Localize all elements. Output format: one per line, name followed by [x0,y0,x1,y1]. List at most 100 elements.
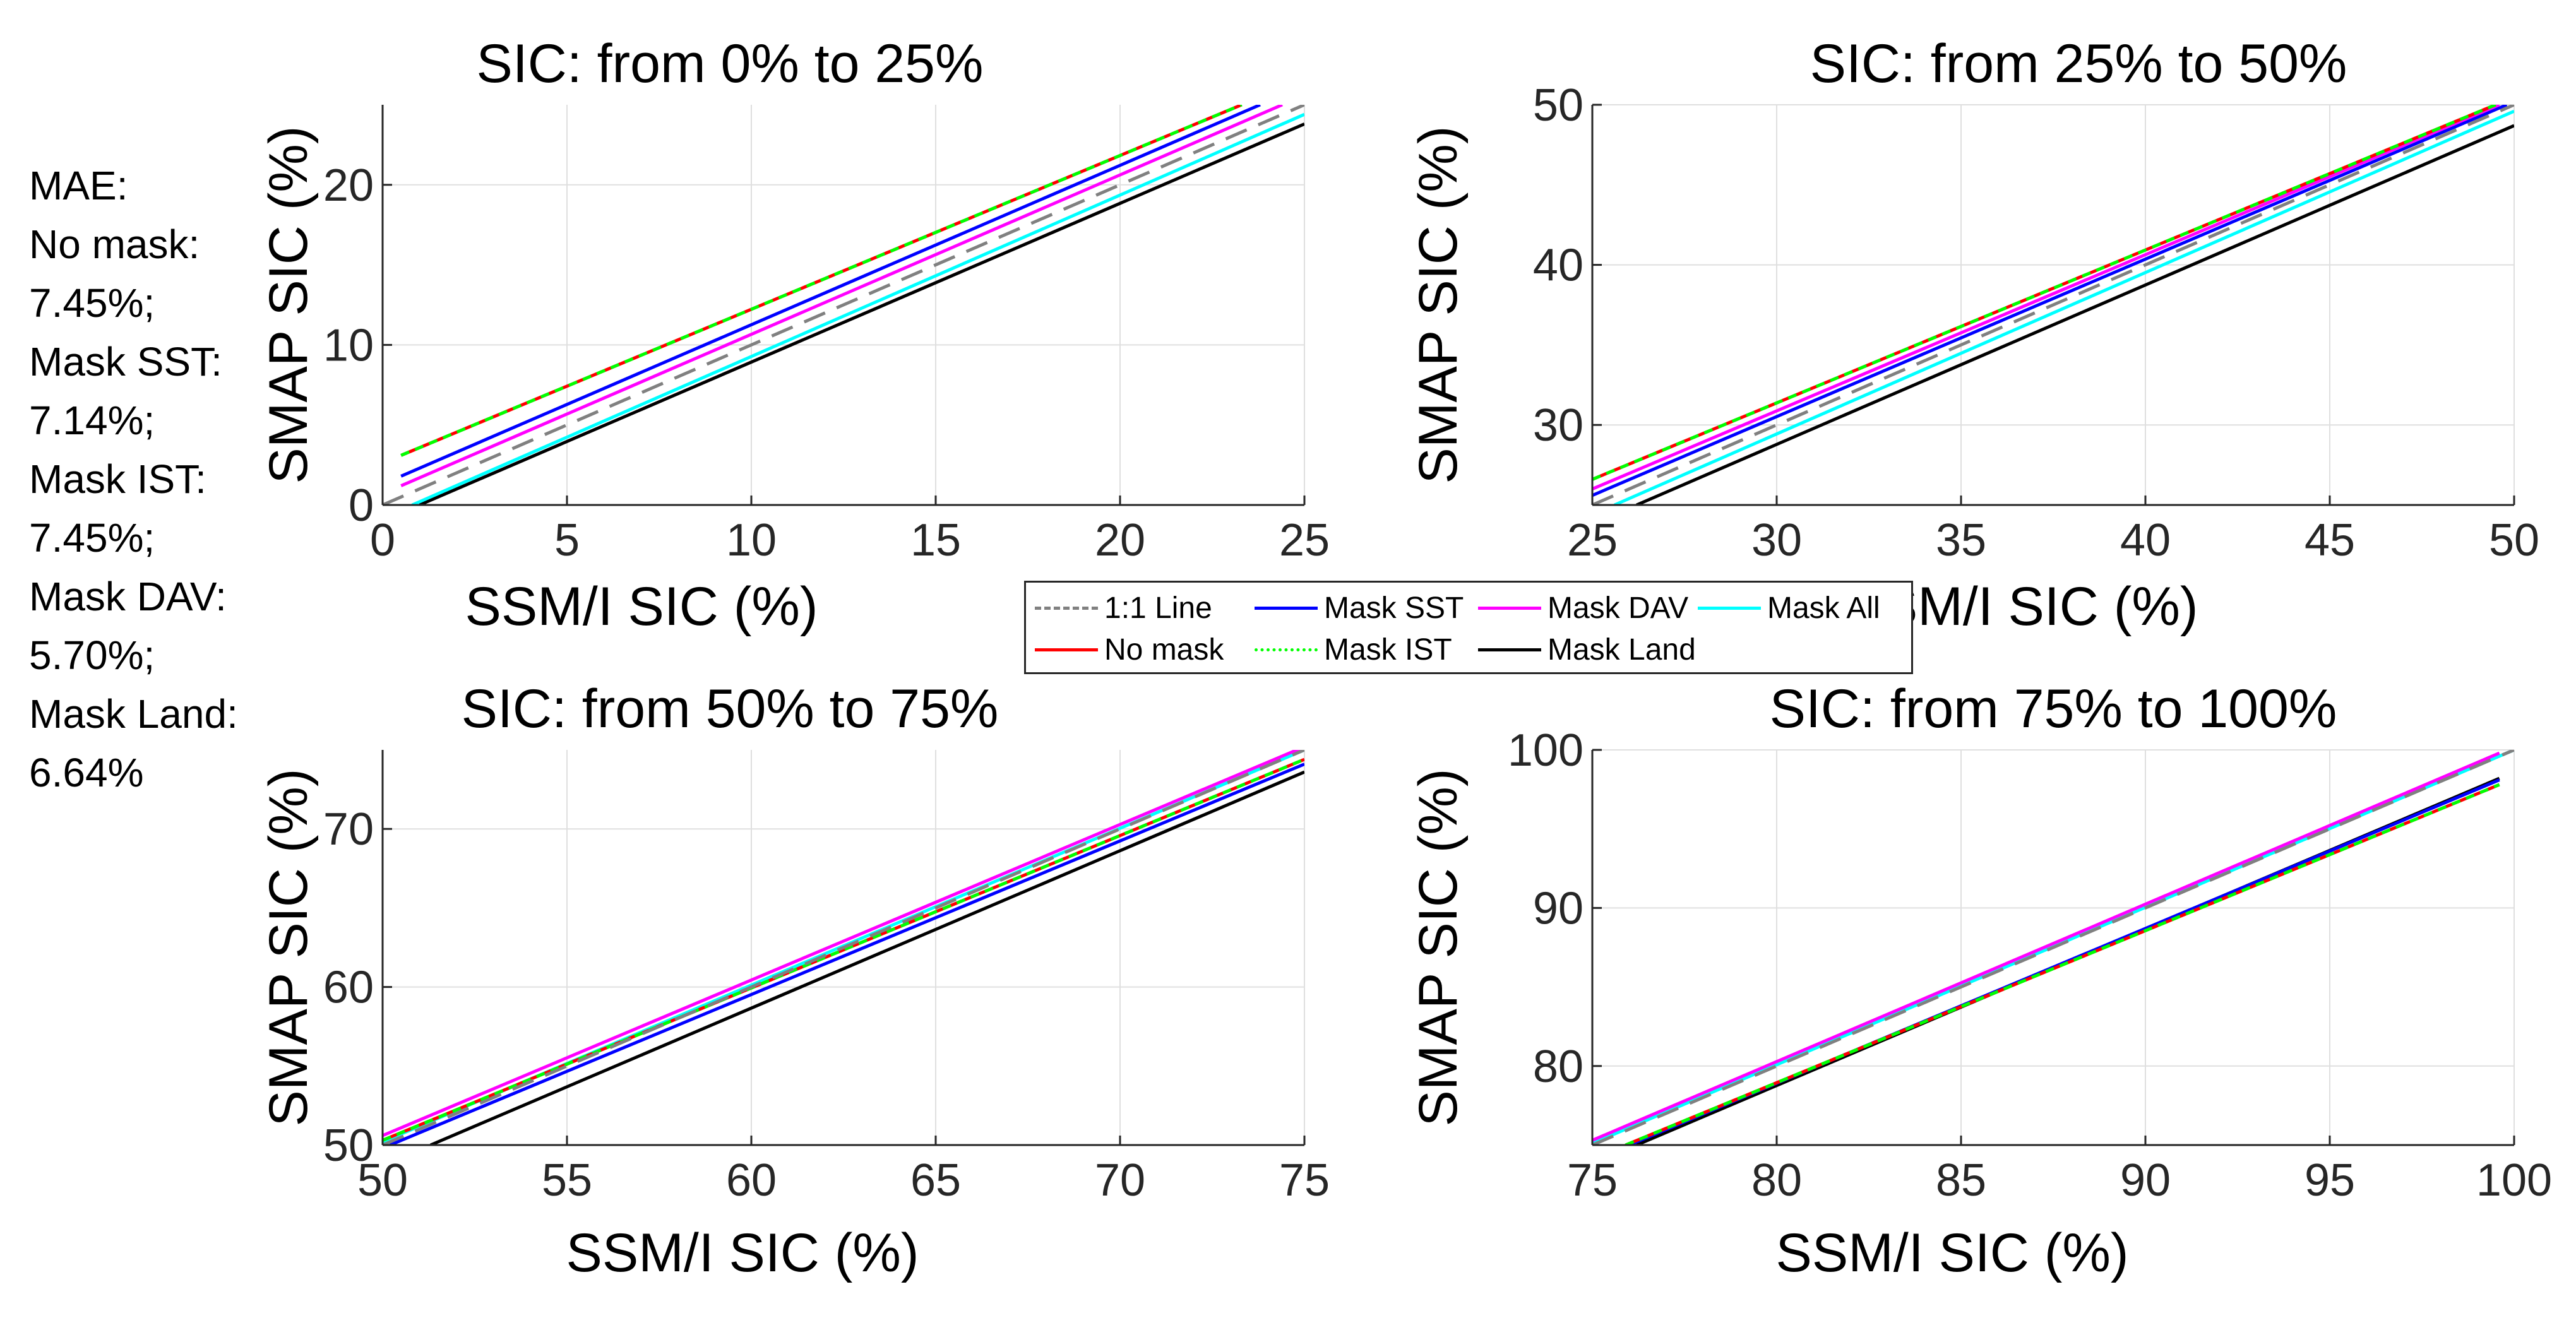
x-tick-label: 10 [726,515,777,566]
x-tick-label: 60 [726,1155,777,1206]
y-tick-label: 100 [1508,725,1583,776]
legend-swatch [1698,606,1761,610]
legend-swatch [1478,606,1541,610]
subplot-4: 75 80 85 90 95 100 80 90 100 SIC: from 75% to 100… [1408,679,2552,1283]
mae-line: 7.45%; [29,515,155,561]
series-group [383,105,1304,505]
series-group [1592,105,2514,505]
legend-label: Mask DAV [1547,591,1689,625]
series-line-1-1-line [383,105,1304,505]
y-axis-label: SMAP SIC (%) [258,768,319,1126]
series-line-mask-ist [400,105,1243,457]
series-line-mask-land [1636,124,2514,505]
x-tick-label: 80 [1751,1155,1802,1206]
x-tick-label: 5 [554,515,580,566]
x-tick-label: 40 [2120,515,2171,566]
x-tick-label: 70 [1095,1155,1145,1206]
x-tick-label: 45 [2305,515,2355,566]
series-group [1592,750,2514,1145]
x-tick-label: 20 [1095,515,1145,566]
legend-item: Mask DAV [1478,589,1688,627]
chart-title: SIC: from 25% to 50% [1810,33,2347,94]
x-tick-label: 35 [1936,515,1986,566]
series-line-1-1-line [1592,750,2514,1145]
x-tick-label: 100 [2476,1155,2552,1206]
y-axis-label: SMAP SIC (%) [1408,768,1469,1126]
legend-item: Mask SST [1255,589,1464,627]
chart-title: SIC: from 50% to 75% [462,679,999,739]
y-tick-label: 80 [1533,1042,1583,1092]
y-tick-label: 70 [323,804,374,855]
y-axis-label: SMAP SIC (%) [1408,126,1469,484]
series-line-mask-all [411,112,1304,505]
series-line-no-mask [383,757,1304,1142]
x-tick-label: 50 [2489,515,2539,566]
x-tick-label: 25 [1279,515,1330,566]
series-line-mask-sst [1592,105,2508,497]
y-tick-label: 10 [323,320,374,371]
mae-line: Mask Land: [29,691,238,737]
series-line-mask-sst [400,105,1261,478]
series-line-mask-dav [400,105,1283,487]
mae-title: MAE: [29,163,128,208]
series-line-mask-all [1614,109,2514,505]
series-line-mask-land [429,770,1304,1145]
y-axis-label: SMAP SIC (%) [258,126,319,484]
y-tick-label: 90 [1533,883,1583,934]
mae-line: Mask IST: [29,456,206,502]
legend-swatch [1478,648,1541,651]
y-tick-label: 60 [323,963,374,1013]
legend-label: No mask [1104,632,1224,667]
legend-item: 1:1 Line [1035,589,1212,627]
x-tick-label: 50 [357,1155,408,1206]
legend-swatch [1255,606,1318,610]
series-line-mask-dav [1592,751,2500,1142]
x-axis-label: SSM/I SIC (%) [1775,1223,2128,1283]
x-tick-label: 30 [1751,515,1802,566]
y-tick-label: 50 [1533,80,1583,131]
chart-title: SIC: from 0% to 25% [477,33,984,94]
x-tick-label: 15 [910,515,961,566]
x-tick-label: 65 [910,1155,961,1206]
x-tick-label: 85 [1936,1155,1986,1206]
series-line-mask-ist [1625,783,2500,1145]
y-tick-label: 40 [1533,240,1583,291]
subplot-3: 50 55 60 65 70 75 50 60 70 SIC: from 50% to 75% SS… [258,679,1330,1283]
mae-annotation: MAE: No mask: 7.45%; Mask SST: 7.14%; Ma… [29,157,269,802]
mae-line: 7.14%; [29,398,155,443]
y-tick-label: 20 [323,160,374,211]
legend-label: 1:1 Line [1104,591,1212,625]
chart-legend: 1:1 Line Mask SST Mask DAV Mask All No mask M… [1024,581,1913,674]
x-tick-label: 95 [2305,1155,2355,1206]
mae-line: 7.45%; [29,280,155,326]
series-line-mask-sst [389,763,1304,1145]
x-tick-label: 75 [1279,1155,1330,1206]
x-tick-label: 0 [370,515,395,566]
mae-line: No mask: [29,222,200,267]
mae-line: Mask DAV: [29,574,227,619]
y-tick-label: 50 [323,1120,374,1171]
series-line-mask-land [419,122,1304,505]
legend-label: Mask Land [1547,632,1696,667]
legend-swatch [1255,648,1318,651]
series-line-mask-ist [1592,105,2496,481]
series-line-1-1-line [1592,105,2514,505]
x-tick-label: 25 [1567,515,1618,566]
x-axis-label: SSM/I SIC (%) [566,1223,919,1283]
series-line-mask-dav [383,750,1301,1137]
legend-item: Mask IST [1255,631,1452,668]
mae-line: 5.70%; [29,632,155,678]
y-tick-label: 30 [1533,400,1583,451]
x-axis-label: SSM/I SIC (%) [465,576,818,637]
chart-title: SIC: from 75% to 100% [1770,679,2337,739]
legend-label: Mask SST [1324,591,1464,625]
mae-line: 6.64% [29,750,144,795]
x-tick-label: 55 [542,1155,592,1206]
y-tick-label: 0 [349,480,374,531]
x-tick-label: 90 [2120,1155,2171,1206]
legend-swatch [1035,606,1098,610]
subplot-1: 0 5 10 15 20 25 0 10 20 SIC: from 0% to 25% SSM/I … [258,33,1330,637]
x-tick-label: 75 [1567,1155,1618,1206]
